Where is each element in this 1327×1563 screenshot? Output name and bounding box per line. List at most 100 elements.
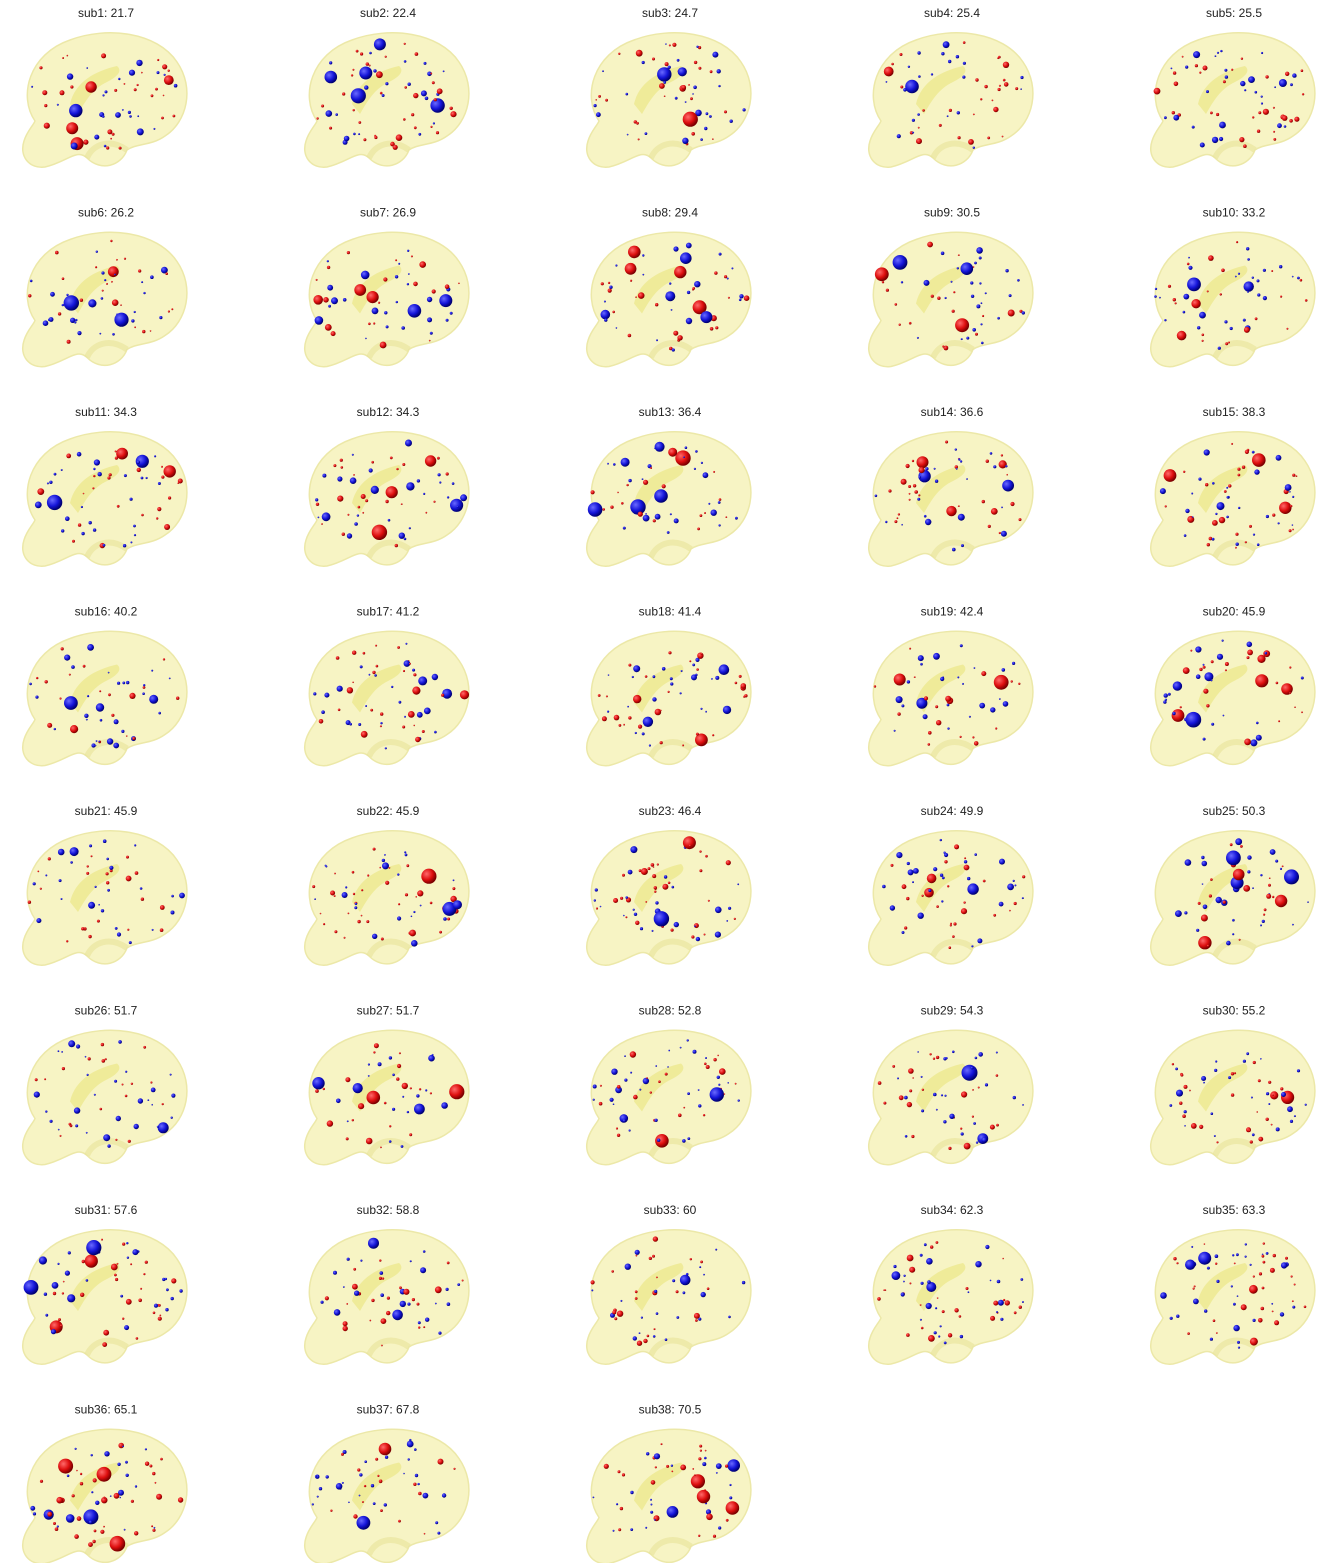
node-sphere <box>1289 666 1291 668</box>
node-sphere <box>352 682 354 684</box>
node-sphere <box>395 259 397 261</box>
node-sphere <box>149 695 158 704</box>
node-sphere <box>705 711 707 713</box>
node-sphere <box>71 665 75 669</box>
node-sphere <box>369 468 373 472</box>
node-sphere <box>1019 1306 1022 1309</box>
node-sphere <box>951 281 953 283</box>
node-sphere <box>354 1291 359 1296</box>
node-sphere <box>1292 474 1295 477</box>
node-sphere <box>141 514 144 517</box>
node-sphere <box>704 1457 707 1460</box>
node-sphere <box>884 67 894 77</box>
node-sphere <box>683 112 698 127</box>
node-sphere <box>620 897 623 900</box>
panel-title: sub30: 55.2 <box>1203 1004 1266 1018</box>
node-sphere <box>1256 722 1259 725</box>
node-sphere <box>1248 76 1255 83</box>
node-sphere <box>623 915 625 917</box>
node-sphere <box>1279 502 1291 514</box>
node-sphere <box>1292 73 1296 77</box>
node-sphere <box>457 1283 460 1286</box>
node-sphere <box>699 850 701 852</box>
node-sphere <box>360 52 363 55</box>
node-sphere <box>312 885 315 888</box>
node-sphere <box>706 1065 710 1069</box>
brain-panel <box>587 1030 751 1164</box>
node-sphere <box>107 476 110 479</box>
node-sphere <box>342 892 348 898</box>
node-sphere <box>936 1056 939 1059</box>
node-sphere <box>357 1468 360 1471</box>
node-sphere <box>406 864 409 867</box>
node-sphere <box>618 53 620 55</box>
node-sphere <box>159 1315 161 1317</box>
node-sphere <box>1230 843 1233 846</box>
node-sphere <box>1179 1102 1182 1105</box>
node-sphere <box>108 672 110 674</box>
node-sphere <box>897 712 900 715</box>
node-sphere <box>653 1335 656 1338</box>
node-sphere <box>1301 711 1303 713</box>
node-sphere <box>979 257 982 260</box>
node-sphere <box>613 898 618 903</box>
node-sphere <box>68 1251 71 1254</box>
node-sphere <box>326 1475 329 1478</box>
node-sphere <box>1215 55 1217 57</box>
node-sphere <box>1294 1284 1296 1286</box>
node-sphere <box>963 901 965 903</box>
node-sphere <box>909 493 911 495</box>
node-sphere <box>114 1080 117 1083</box>
node-sphere <box>88 1057 91 1060</box>
node-sphere <box>882 281 884 283</box>
node-sphere <box>922 109 925 112</box>
panel-title: sub29: 54.3 <box>921 1004 984 1018</box>
node-sphere <box>368 1063 370 1065</box>
node-sphere <box>981 671 986 676</box>
node-sphere <box>120 1295 123 1298</box>
node-sphere <box>744 295 750 301</box>
node-sphere <box>890 905 895 910</box>
node-sphere <box>987 137 990 140</box>
node-sphere <box>607 711 609 713</box>
node-sphere <box>163 95 165 97</box>
node-sphere <box>601 282 604 285</box>
node-sphere <box>352 871 355 874</box>
node-sphere <box>719 498 722 501</box>
node-sphere <box>906 1333 910 1337</box>
node-sphere <box>1190 650 1192 652</box>
brain-surface <box>23 1429 187 1563</box>
node-sphere <box>1245 450 1249 454</box>
node-sphere <box>24 1280 39 1295</box>
node-sphere <box>413 93 418 98</box>
node-sphere <box>365 499 368 502</box>
node-sphere <box>1258 1318 1263 1323</box>
node-sphere <box>668 448 677 457</box>
node-sphere <box>1216 897 1222 903</box>
node-sphere <box>710 1087 724 1101</box>
node-sphere <box>617 1085 621 1089</box>
node-sphere <box>956 55 959 58</box>
node-sphere <box>918 494 920 496</box>
node-sphere <box>45 874 47 876</box>
node-sphere <box>883 1102 886 1105</box>
node-sphere <box>694 1474 696 1476</box>
node-sphere <box>141 477 144 480</box>
node-sphere <box>601 310 611 320</box>
node-sphere <box>126 681 129 684</box>
node-sphere <box>1238 1347 1240 1349</box>
node-sphere <box>685 101 687 103</box>
node-sphere <box>1274 1320 1279 1325</box>
node-sphere <box>405 643 407 645</box>
node-sphere <box>358 121 361 124</box>
node-sphere <box>383 277 387 281</box>
node-sphere <box>95 886 97 888</box>
node-sphere <box>397 916 401 920</box>
node-sphere <box>361 494 366 499</box>
node-sphere <box>703 1114 705 1116</box>
node-sphere <box>115 457 118 460</box>
node-sphere <box>695 450 698 453</box>
node-sphere <box>940 677 944 681</box>
node-sphere <box>957 111 960 114</box>
node-sphere <box>653 866 655 868</box>
